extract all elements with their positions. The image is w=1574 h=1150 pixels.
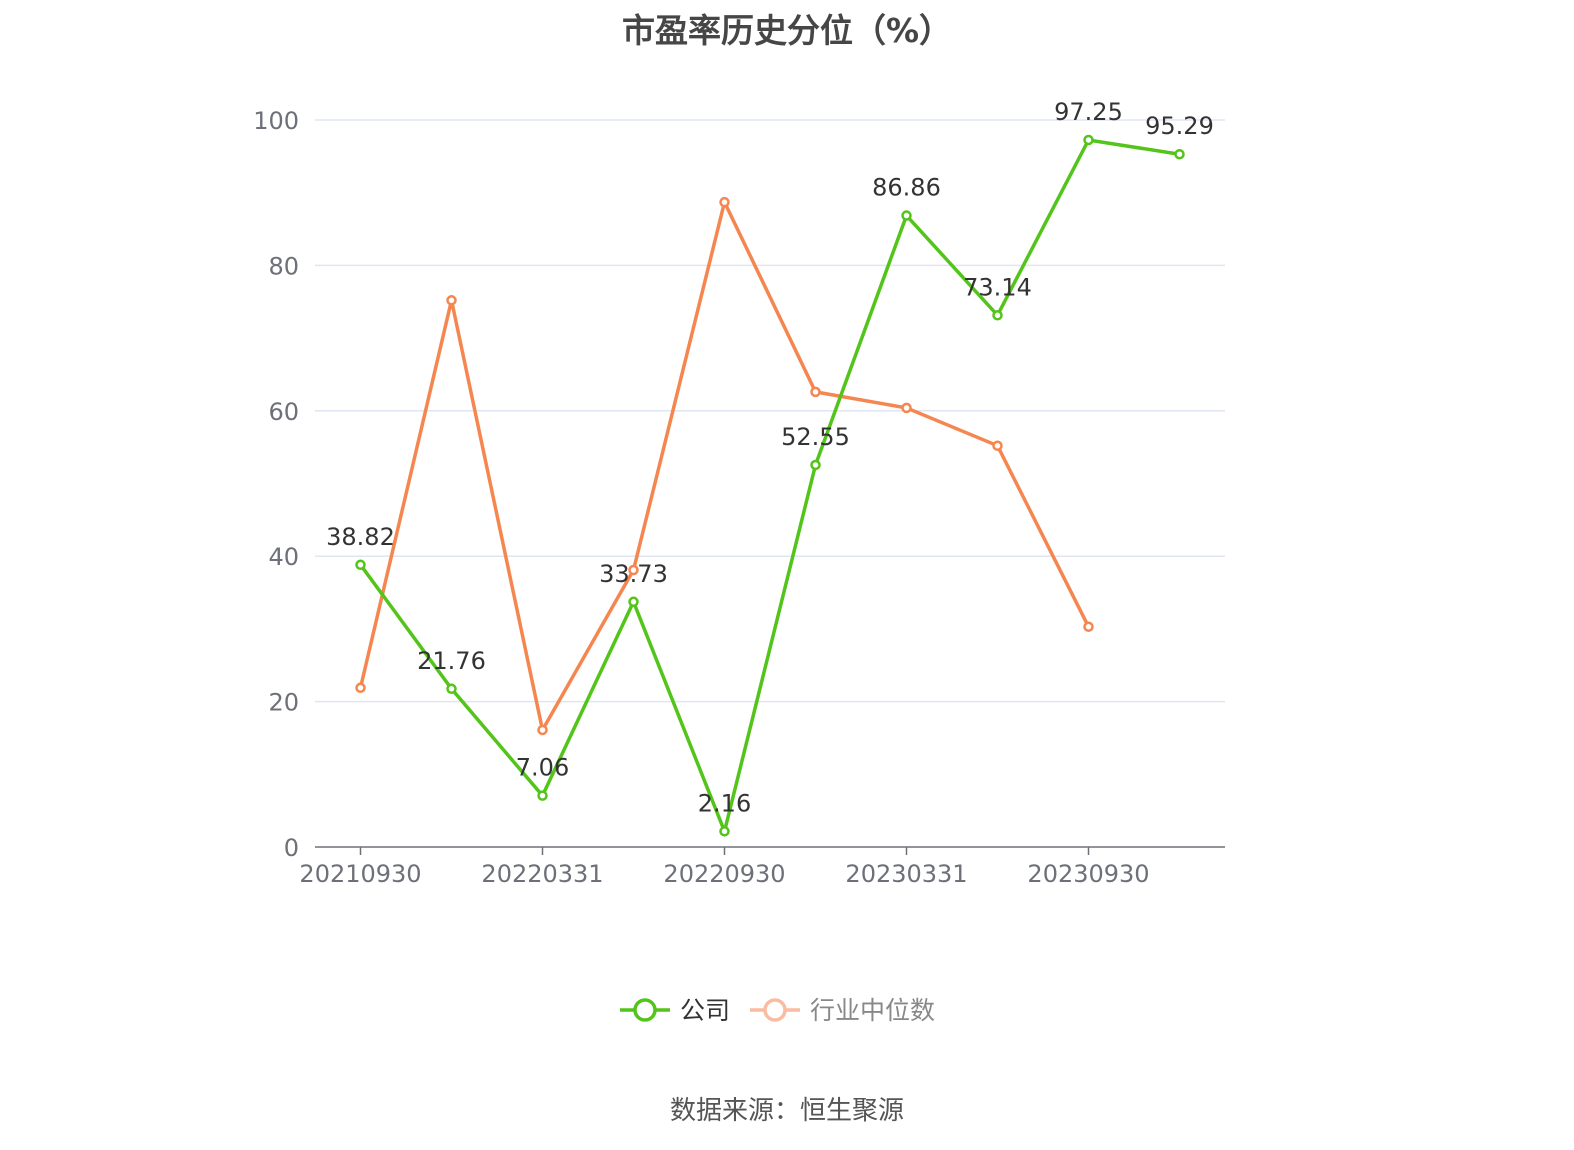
data-label: 97.25 bbox=[1054, 98, 1123, 126]
data-source: 数据来源：恒生聚源 bbox=[669, 1096, 904, 1126]
x-tick-label: 20230331 bbox=[845, 860, 967, 888]
data-point bbox=[446, 295, 457, 306]
x-tick-label: 20210930 bbox=[299, 860, 421, 888]
data-point bbox=[810, 459, 821, 471]
data-point bbox=[901, 210, 912, 221]
legend-marker-icon bbox=[763, 998, 787, 1022]
data-point bbox=[1083, 621, 1094, 632]
y-tick-label: 20 bbox=[268, 689, 299, 717]
data-point bbox=[355, 682, 366, 694]
data-point bbox=[446, 683, 457, 695]
series-line bbox=[359, 138, 1180, 838]
data-point bbox=[628, 564, 639, 576]
x-tick-label: 20230930 bbox=[1027, 860, 1149, 888]
data-label: 73.14 bbox=[963, 273, 1032, 301]
data-label: 7.06 bbox=[516, 754, 569, 782]
data-point bbox=[992, 310, 1003, 321]
data-point bbox=[719, 196, 730, 208]
data-point bbox=[628, 596, 639, 608]
data-point bbox=[537, 724, 548, 736]
data-label: 52.55 bbox=[781, 423, 850, 451]
data-label: 33.73 bbox=[599, 560, 668, 588]
legend-label: 公司 bbox=[680, 996, 730, 1025]
data-point bbox=[719, 826, 730, 837]
data-point bbox=[901, 402, 912, 414]
data-label: 2.16 bbox=[698, 789, 751, 817]
data-point bbox=[537, 790, 548, 801]
y-tick-label: 80 bbox=[268, 252, 299, 280]
chart-title: 市盈率历史分位（%） bbox=[621, 11, 953, 50]
legend-label: 行业中位数 bbox=[810, 996, 935, 1025]
x-tick-label: 20220331 bbox=[481, 860, 603, 888]
data-label: 38.82 bbox=[326, 523, 395, 551]
legend-marker-icon bbox=[633, 998, 657, 1022]
data-label: 95.29 bbox=[1145, 112, 1214, 140]
data-label: 21.76 bbox=[417, 647, 486, 675]
data-point bbox=[1174, 148, 1185, 160]
y-tick-label: 0 bbox=[284, 834, 299, 862]
data-point bbox=[992, 440, 1003, 451]
y-tick-label: 40 bbox=[268, 543, 299, 571]
data-point bbox=[810, 386, 821, 398]
x-tick-label: 20220930 bbox=[663, 860, 785, 888]
y-tick-label: 60 bbox=[268, 398, 299, 426]
data-label: 86.86 bbox=[872, 174, 941, 202]
data-point bbox=[355, 559, 366, 571]
data-point bbox=[1083, 134, 1094, 146]
y-tick-label: 100 bbox=[253, 107, 299, 135]
